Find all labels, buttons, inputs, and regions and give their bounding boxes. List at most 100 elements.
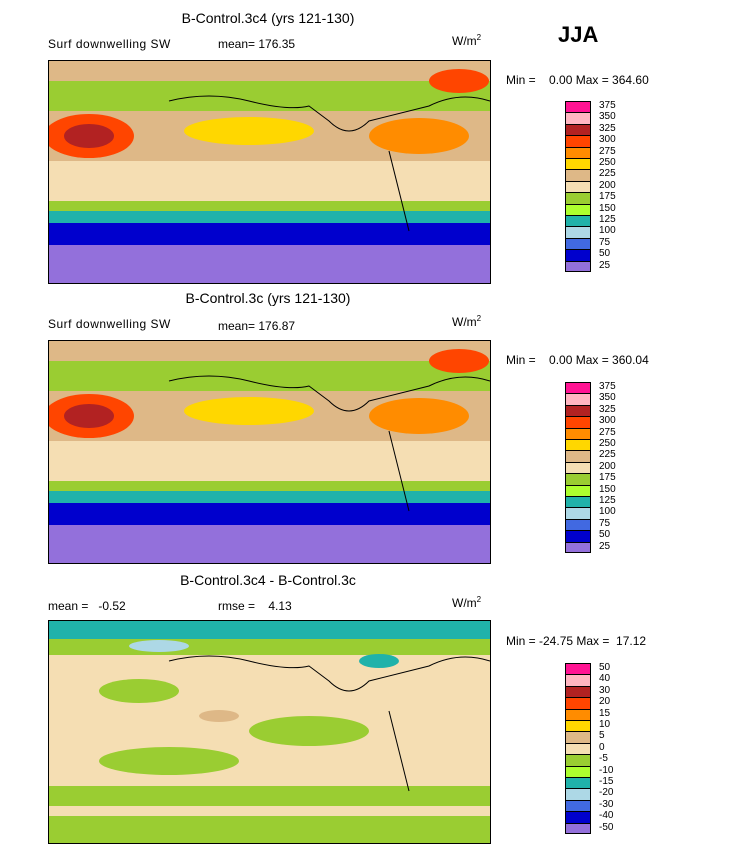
legend-label: 50	[599, 662, 611, 673]
legend-label: 225	[599, 449, 616, 461]
legend-swatch	[565, 249, 591, 261]
legend-swatch	[565, 777, 591, 789]
panel-2-mean: mean= 176.87	[218, 319, 296, 333]
legend-label: 275	[599, 426, 616, 438]
legend-label: 275	[599, 145, 616, 157]
legend-swatch	[565, 123, 591, 136]
legend-swatch	[565, 237, 591, 250]
legend-swatch	[565, 158, 591, 170]
panel-3-rmse: rmse = 4.13	[218, 599, 292, 613]
legend-swatch	[565, 393, 591, 405]
legend-swatch	[565, 169, 591, 181]
legend-label: 200	[599, 460, 616, 472]
legend-swatch	[565, 382, 591, 394]
legend-swatch	[565, 473, 591, 485]
legend-label: 175	[599, 191, 616, 203]
legend-label: 75	[599, 236, 611, 248]
legend-label: 25	[599, 540, 611, 552]
legend-label: -30	[599, 798, 614, 810]
panel-1-range: Min = 0.00 Max = 364.60	[506, 73, 649, 87]
legend-swatch	[565, 822, 591, 834]
panel-2-units: W/m2	[452, 314, 482, 329]
legend-swatch	[565, 226, 591, 238]
legend-label: 100	[599, 506, 616, 518]
legend-swatch	[565, 427, 591, 439]
legend-swatch	[565, 754, 591, 766]
legend-swatch	[565, 674, 591, 686]
legend-label: -5	[599, 753, 608, 765]
legend-swatch	[565, 731, 591, 743]
legend-swatch	[565, 685, 591, 698]
legend-label: 375	[599, 381, 616, 392]
legend-label: 300	[599, 134, 616, 146]
legend-swatch	[565, 135, 591, 147]
legend-swatch	[565, 788, 591, 800]
legend-label: 75	[599, 517, 611, 529]
legend-label: 200	[599, 179, 616, 191]
panel-3-mean: mean = -0.52	[48, 599, 126, 613]
legend-swatch	[565, 203, 591, 215]
panel-2-title: B-Control.3c (yrs 121-130)	[185, 290, 351, 306]
legend-swatch	[565, 416, 591, 428]
legend-swatch	[565, 450, 591, 462]
legend-label: -20	[599, 787, 614, 799]
legend-label: 325	[599, 122, 616, 134]
legend-swatch	[565, 461, 591, 474]
panel-1-map	[48, 60, 491, 284]
panel-2-range: Min = 0.00 Max = 360.04	[506, 353, 649, 367]
panel-3-map	[48, 620, 491, 844]
legend-label: 100	[599, 225, 616, 237]
legend-swatch	[565, 112, 591, 124]
legend-label: -50	[599, 821, 614, 833]
legend-label: 25	[599, 259, 611, 271]
season-label: JJA	[558, 22, 599, 47]
legend-swatch	[565, 180, 591, 193]
panel-3-title: B-Control.3c4 - B-Control.3c	[180, 572, 356, 588]
legend-label: 225	[599, 168, 616, 180]
legend-swatch	[565, 439, 591, 451]
legend-label: 5	[599, 730, 605, 742]
panel-1-mean: mean= 176.35	[218, 37, 296, 51]
legend-swatch	[565, 507, 591, 519]
legend-swatch	[565, 496, 591, 508]
legend-label: 150	[599, 202, 616, 214]
legend-label: 50	[599, 248, 611, 260]
legend-label: -40	[599, 810, 614, 822]
legend-swatch	[565, 215, 591, 227]
legend-swatch	[565, 484, 591, 496]
legend-label: 325	[599, 403, 616, 415]
panel-3-units: W/m2	[452, 595, 482, 610]
legend-swatch	[565, 765, 591, 777]
legend-swatch	[565, 101, 591, 113]
panel-1-variable-label: Surf downwelling SW	[48, 37, 171, 51]
legend-label: 125	[599, 214, 616, 225]
legend-label: 375	[599, 100, 616, 111]
legend-swatch	[565, 811, 591, 823]
panel-2-map	[48, 340, 491, 564]
legend-label: 300	[599, 415, 616, 427]
legend-swatch	[565, 404, 591, 417]
legend-label: 15	[599, 707, 611, 719]
legend-label: 350	[599, 111, 616, 123]
panel-1-units: W/m2	[452, 33, 482, 48]
legend-swatch	[565, 799, 591, 812]
legend-label: 175	[599, 472, 616, 484]
legend-swatch	[565, 541, 591, 553]
panel-2-variable-label: Surf downwelling SW	[48, 317, 171, 331]
legend-label: -10	[599, 764, 614, 776]
panel-1-title: B-Control.3c4 (yrs 121-130)	[181, 10, 355, 26]
legend-label: 250	[599, 157, 616, 168]
legend-label: 0	[599, 741, 605, 753]
legend-label: 150	[599, 483, 616, 495]
legend-swatch	[565, 192, 591, 204]
legend-swatch	[565, 146, 591, 158]
legend-label: 50	[599, 529, 611, 541]
legend-swatch	[565, 742, 591, 755]
legend-label: 20	[599, 696, 611, 708]
legend-label: -15	[599, 776, 614, 787]
legend-swatch	[565, 260, 591, 272]
legend-swatch	[565, 663, 591, 675]
legend-label: 350	[599, 392, 616, 404]
legend-label: 250	[599, 438, 616, 449]
legend-label: 40	[599, 673, 611, 685]
